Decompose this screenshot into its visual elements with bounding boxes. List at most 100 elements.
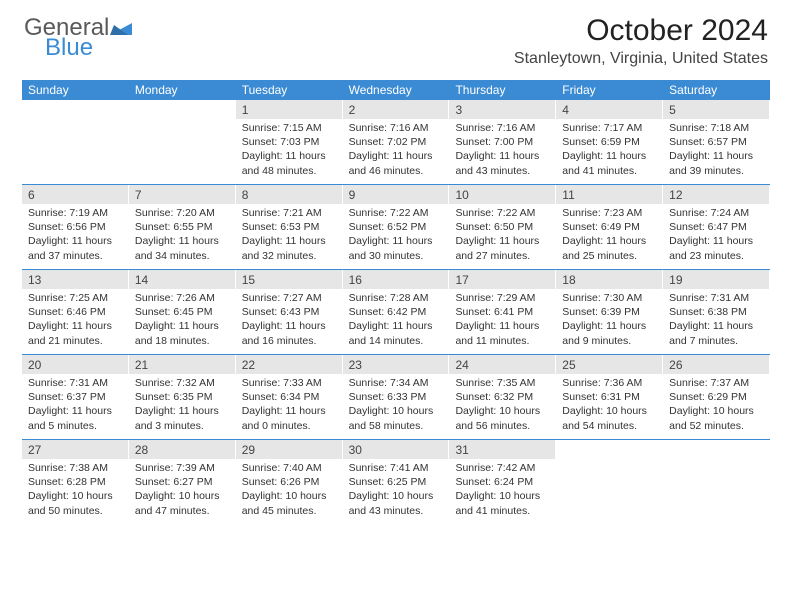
- day-cell: 20Sunrise: 7:31 AMSunset: 6:37 PMDayligh…: [22, 355, 129, 439]
- sunset-text: Sunset: 6:29 PM: [669, 390, 763, 404]
- day-header: Wednesday: [343, 80, 450, 100]
- day-header: Tuesday: [236, 80, 343, 100]
- sunrise-text: Sunrise: 7:16 AM: [349, 121, 443, 135]
- sunrise-text: Sunrise: 7:16 AM: [455, 121, 549, 135]
- day-number: 25: [556, 355, 662, 374]
- sunrise-text: Sunrise: 7:36 AM: [562, 376, 656, 390]
- day-content: Sunrise: 7:15 AMSunset: 7:03 PMDaylight:…: [236, 119, 342, 182]
- day-content: Sunrise: 7:38 AMSunset: 6:28 PMDaylight:…: [22, 459, 128, 522]
- day-number: 3: [449, 100, 555, 119]
- day-number: 2: [343, 100, 449, 119]
- sunrise-text: Sunrise: 7:23 AM: [562, 206, 656, 220]
- sunrise-text: Sunrise: 7:15 AM: [242, 121, 336, 135]
- day-cell: 15Sunrise: 7:27 AMSunset: 6:43 PMDayligh…: [236, 270, 343, 354]
- day-header: Monday: [129, 80, 236, 100]
- day-number: 23: [343, 355, 449, 374]
- day-content: Sunrise: 7:29 AMSunset: 6:41 PMDaylight:…: [449, 289, 555, 352]
- sunset-text: Sunset: 6:33 PM: [349, 390, 443, 404]
- sunrise-text: Sunrise: 7:38 AM: [28, 461, 122, 475]
- daylight-text: Daylight: 10 hours and 45 minutes.: [242, 489, 336, 517]
- day-content: Sunrise: 7:37 AMSunset: 6:29 PMDaylight:…: [663, 374, 769, 437]
- day-content: Sunrise: 7:31 AMSunset: 6:38 PMDaylight:…: [663, 289, 769, 352]
- day-number: 19: [663, 270, 769, 289]
- day-cell: [129, 100, 236, 184]
- day-cell: 6 Sunrise: 7:19 AMSunset: 6:56 PMDaylight…: [22, 185, 129, 269]
- daylight-text: Daylight: 11 hours and 46 minutes.: [349, 149, 443, 177]
- day-content: Sunrise: 7:41 AMSunset: 6:25 PMDaylight:…: [343, 459, 449, 522]
- daylight-text: Daylight: 11 hours and 21 minutes.: [28, 319, 122, 347]
- sunrise-text: Sunrise: 7:35 AM: [455, 376, 549, 390]
- location-text: Stanleytown, Virginia, United States: [514, 50, 768, 68]
- day-content: Sunrise: 7:20 AMSunset: 6:55 PMDaylight:…: [129, 204, 235, 267]
- day-content: Sunrise: 7:42 AMSunset: 6:24 PMDaylight:…: [449, 459, 555, 522]
- week-row: 27Sunrise: 7:38 AMSunset: 6:28 PMDayligh…: [22, 440, 770, 524]
- daylight-text: Daylight: 10 hours and 54 minutes.: [562, 404, 656, 432]
- day-number: 21: [129, 355, 235, 374]
- daylight-text: Daylight: 10 hours and 41 minutes.: [455, 489, 549, 517]
- sunset-text: Sunset: 6:31 PM: [562, 390, 656, 404]
- sunrise-text: Sunrise: 7:39 AM: [135, 461, 229, 475]
- daylight-text: Daylight: 11 hours and 25 minutes.: [562, 234, 656, 262]
- daylight-text: Daylight: 10 hours and 47 minutes.: [135, 489, 229, 517]
- logo: General Blue: [24, 14, 132, 62]
- daylight-text: Daylight: 11 hours and 9 minutes.: [562, 319, 656, 347]
- sunset-text: Sunset: 6:50 PM: [455, 220, 549, 234]
- day-header: Sunday: [22, 80, 129, 100]
- sunset-text: Sunset: 6:28 PM: [28, 475, 122, 489]
- day-number: 18: [556, 270, 662, 289]
- sunrise-text: Sunrise: 7:30 AM: [562, 291, 656, 305]
- day-content: Sunrise: 7:27 AMSunset: 6:43 PMDaylight:…: [236, 289, 342, 352]
- day-number: 9: [343, 185, 449, 204]
- day-cell: 17Sunrise: 7:29 AMSunset: 6:41 PMDayligh…: [449, 270, 556, 354]
- day-number: 4: [556, 100, 662, 119]
- daylight-text: Daylight: 11 hours and 43 minutes.: [455, 149, 549, 177]
- sunset-text: Sunset: 6:35 PM: [135, 390, 229, 404]
- sunset-text: Sunset: 6:37 PM: [28, 390, 122, 404]
- sunset-text: Sunset: 6:27 PM: [135, 475, 229, 489]
- day-number: 13: [22, 270, 128, 289]
- sunrise-text: Sunrise: 7:19 AM: [28, 206, 122, 220]
- sunrise-text: Sunrise: 7:33 AM: [242, 376, 336, 390]
- sunset-text: Sunset: 6:41 PM: [455, 305, 549, 319]
- sunset-text: Sunset: 6:59 PM: [562, 135, 656, 149]
- day-cell: 9Sunrise: 7:22 AMSunset: 6:52 PMDaylight…: [343, 185, 450, 269]
- sunrise-text: Sunrise: 7:20 AM: [135, 206, 229, 220]
- daylight-text: Daylight: 11 hours and 5 minutes.: [28, 404, 122, 432]
- daylight-text: Daylight: 11 hours and 16 minutes.: [242, 319, 336, 347]
- day-cell: 12Sunrise: 7:24 AMSunset: 6:47 PMDayligh…: [663, 185, 770, 269]
- day-cell: 21Sunrise: 7:32 AMSunset: 6:35 PMDayligh…: [129, 355, 236, 439]
- day-content: Sunrise: 7:31 AMSunset: 6:37 PMDaylight:…: [22, 374, 128, 437]
- sunrise-text: Sunrise: 7:31 AM: [28, 376, 122, 390]
- sunset-text: Sunset: 6:32 PM: [455, 390, 549, 404]
- daylight-text: Daylight: 11 hours and 34 minutes.: [135, 234, 229, 262]
- daylight-text: Daylight: 11 hours and 48 minutes.: [242, 149, 336, 177]
- sunset-text: Sunset: 6:53 PM: [242, 220, 336, 234]
- day-content: Sunrise: 7:28 AMSunset: 6:42 PMDaylight:…: [343, 289, 449, 352]
- day-number: 11: [556, 185, 662, 204]
- day-content: Sunrise: 7:33 AMSunset: 6:34 PMDaylight:…: [236, 374, 342, 437]
- sunset-text: Sunset: 6:42 PM: [349, 305, 443, 319]
- day-cell: 13Sunrise: 7:25 AMSunset: 6:46 PMDayligh…: [22, 270, 129, 354]
- day-number: 28: [129, 440, 235, 459]
- day-number: 6: [22, 185, 128, 204]
- day-number: 31: [449, 440, 555, 459]
- day-content: Sunrise: 7:32 AMSunset: 6:35 PMDaylight:…: [129, 374, 235, 437]
- sunset-text: Sunset: 6:56 PM: [28, 220, 122, 234]
- day-number: 1: [236, 100, 342, 119]
- sunset-text: Sunset: 6:57 PM: [669, 135, 763, 149]
- sunset-text: Sunset: 6:26 PM: [242, 475, 336, 489]
- day-content: Sunrise: 7:18 AMSunset: 6:57 PMDaylight:…: [663, 119, 769, 182]
- sunset-text: Sunset: 6:46 PM: [28, 305, 122, 319]
- day-content: Sunrise: 7:40 AMSunset: 6:26 PMDaylight:…: [236, 459, 342, 522]
- sunset-text: Sunset: 6:52 PM: [349, 220, 443, 234]
- day-cell: 22Sunrise: 7:33 AMSunset: 6:34 PMDayligh…: [236, 355, 343, 439]
- day-cell: 31Sunrise: 7:42 AMSunset: 6:24 PMDayligh…: [449, 440, 556, 524]
- day-number: 16: [343, 270, 449, 289]
- day-content: Sunrise: 7:22 AMSunset: 6:50 PMDaylight:…: [449, 204, 555, 267]
- logo-triangle-icon: [110, 19, 132, 35]
- sunset-text: Sunset: 6:49 PM: [562, 220, 656, 234]
- week-row: 20Sunrise: 7:31 AMSunset: 6:37 PMDayligh…: [22, 355, 770, 439]
- daylight-text: Daylight: 11 hours and 37 minutes.: [28, 234, 122, 262]
- day-content: Sunrise: 7:22 AMSunset: 6:52 PMDaylight:…: [343, 204, 449, 267]
- daylight-text: Daylight: 11 hours and 23 minutes.: [669, 234, 763, 262]
